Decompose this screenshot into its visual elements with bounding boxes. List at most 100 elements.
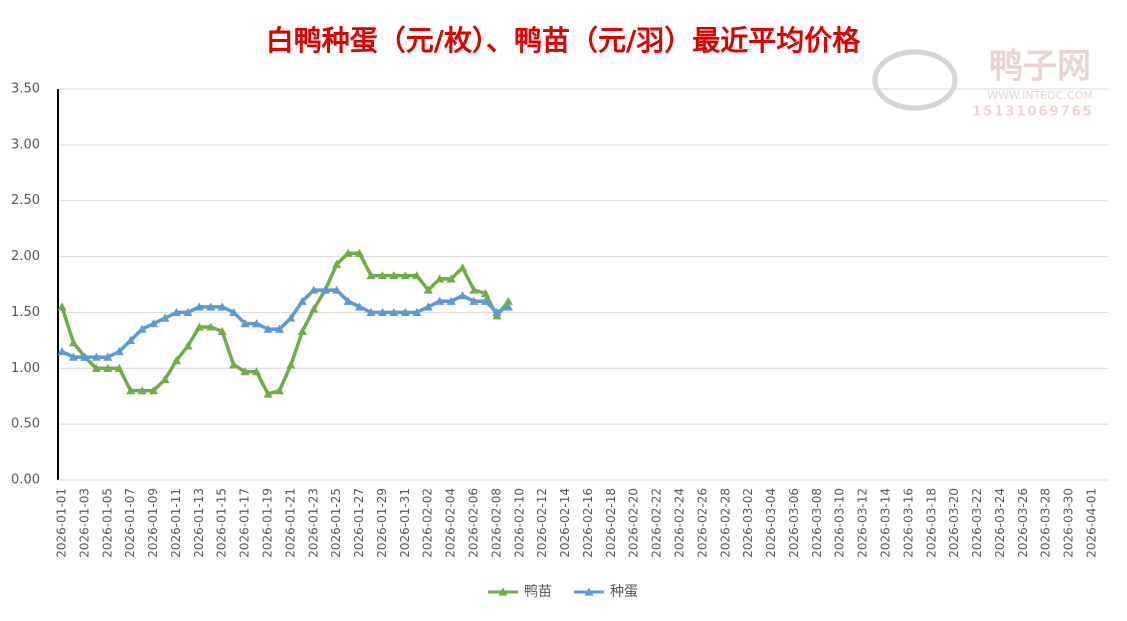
x-tick-label: 2026-01-21 [283, 488, 297, 558]
watermark-logo [872, 49, 958, 111]
x-tick-label: 2026-03-24 [993, 488, 1007, 558]
marker [57, 302, 67, 311]
marker [114, 363, 124, 372]
legend-label: 鸭苗 [524, 584, 552, 600]
watermark: 鸭子网 WWW.INTEDC.COM 15131069765 [872, 47, 1093, 120]
marker [103, 352, 113, 361]
y-tick-label: 0.00 [11, 473, 40, 488]
marker [91, 352, 101, 361]
x-tick-label: 2026-03-02 [741, 488, 755, 558]
marker [160, 313, 170, 322]
x-tick-label: 2026-01-09 [146, 488, 160, 558]
legend-label: 种蛋 [610, 584, 638, 600]
marker [469, 296, 479, 305]
marker [252, 367, 262, 376]
marker [446, 296, 456, 305]
marker [137, 324, 147, 333]
x-tick-label: 2026-01-11 [169, 488, 183, 558]
x-tick-label: 2026-01-19 [261, 488, 275, 558]
marker [503, 302, 513, 311]
x-tick-label: 2026-04-01 [1085, 488, 1099, 558]
x-tick-label: 2026-02-06 [467, 488, 481, 558]
marker [423, 302, 433, 311]
marker [263, 324, 273, 333]
marker [355, 302, 365, 311]
series-line [60, 251, 510, 396]
x-tick-label: 2026-02-16 [581, 488, 595, 558]
y-tick-label: 1.50 [11, 305, 40, 320]
marker [286, 360, 296, 369]
marker [183, 341, 193, 350]
x-tick-label: 2026-02-02 [421, 488, 435, 558]
marker [435, 274, 445, 283]
marker [274, 324, 284, 333]
marker [400, 307, 410, 317]
marker [400, 271, 410, 280]
marker [68, 338, 78, 347]
x-tick-label: 2026-03-14 [879, 488, 893, 558]
x-tick-label: 2026-03-30 [1062, 488, 1076, 558]
marker [332, 259, 342, 268]
marker [366, 307, 376, 317]
marker [355, 248, 365, 257]
x-tick-label: 2026-03-22 [970, 488, 984, 558]
x-tick-label: 2026-01-25 [329, 488, 343, 558]
x-tick-label: 2026-03-10 [833, 488, 847, 558]
x-tick-label: 2026-02-26 [695, 488, 709, 558]
x-tick-label: 2026-01-23 [306, 488, 320, 558]
marker [446, 274, 456, 283]
x-tick-label: 2026-01-05 [100, 488, 114, 558]
marker [458, 291, 468, 300]
x-tick-label: 2026-02-08 [489, 488, 503, 558]
x-tick-label: 2026-02-28 [718, 488, 732, 558]
marker [286, 313, 296, 322]
y-tick-label: 1.00 [11, 361, 40, 376]
marker [343, 248, 353, 257]
marker [423, 285, 433, 294]
marker [103, 363, 113, 372]
x-tick-label: 2026-01-13 [192, 488, 206, 558]
marker [114, 347, 124, 356]
marker [297, 296, 307, 305]
marker [206, 322, 216, 331]
legend-marker [498, 587, 508, 596]
marker [503, 296, 513, 305]
marker [160, 374, 170, 384]
marker [240, 319, 250, 328]
x-tick-label: 2026-01-27 [352, 488, 366, 558]
marker [229, 307, 239, 317]
marker [171, 307, 181, 317]
x-tick-label: 2026-01-17 [238, 488, 252, 558]
marker [480, 288, 490, 298]
y-tick-label: 3.00 [11, 137, 40, 152]
marker [332, 285, 342, 294]
x-tick-label: 2026-02-20 [627, 488, 641, 558]
x-tick-label: 2026-01-03 [77, 488, 91, 558]
marker [274, 386, 284, 395]
x-tick-label: 2026-02-24 [673, 488, 687, 558]
series-line [61, 288, 510, 359]
x-tick-label: 2026-03-08 [810, 488, 824, 558]
x-tick-label: 2026-03-20 [947, 488, 961, 558]
marker [80, 352, 90, 361]
marker [171, 355, 181, 365]
x-tick-label: 2026-01-29 [375, 488, 389, 558]
chart-title: 白鸭种蛋（元/枚）、鸭苗（元/羽）最近平均价格 [266, 24, 861, 57]
x-tick-label: 2026-02-10 [512, 488, 526, 558]
marker [480, 296, 490, 305]
marker [240, 367, 250, 376]
marker [320, 285, 330, 294]
marker [217, 326, 227, 336]
x-tick-label: 2026-01-07 [123, 488, 137, 558]
x-tick-label: 2026-02-04 [444, 488, 458, 558]
x-tick-label: 2026-02-14 [558, 488, 572, 558]
x-tick-label: 2026-01-01 [55, 488, 69, 558]
marker [126, 335, 136, 344]
marker [389, 271, 399, 280]
watermark-name: 鸭子网 [989, 47, 1091, 87]
y-tick-label: 3.50 [11, 82, 40, 97]
marker [309, 304, 319, 313]
marker [435, 296, 445, 305]
marker [183, 307, 193, 317]
marker [458, 263, 468, 272]
